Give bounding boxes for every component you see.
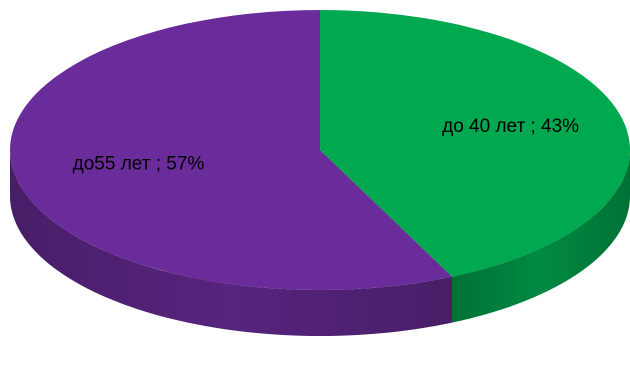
pie-slice-0 (320, 10, 630, 277)
pie-slice-side-shade-0 (451, 150, 630, 323)
data-label-0: до 40 лет ; 43% (442, 116, 579, 137)
pie-labels: до 40 лет ; 43% до55 лет ; 57% (73, 116, 580, 175)
pie-tops (9, 10, 630, 290)
pie-sides (10, 150, 630, 336)
data-label-1: до55 лет ; 57% (73, 153, 205, 174)
pie-slice-side-shade-1 (10, 150, 452, 336)
pie-slice-1 (9, 10, 452, 290)
